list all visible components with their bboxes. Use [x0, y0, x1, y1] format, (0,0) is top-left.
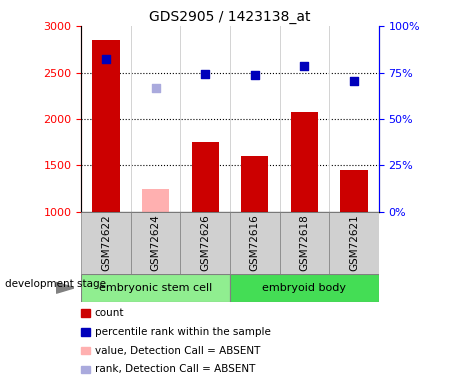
Bar [192, 142, 219, 212]
Bar [241, 156, 268, 212]
Bar [230, 212, 280, 274]
Text: GSM72618: GSM72618 [299, 214, 309, 271]
Point [152, 85, 159, 91]
Bar [92, 40, 120, 212]
Text: GSM72621: GSM72621 [349, 214, 359, 271]
Text: GSM72622: GSM72622 [101, 214, 111, 271]
Bar [81, 274, 230, 302]
Text: rank, Detection Call = ABSENT: rank, Detection Call = ABSENT [95, 364, 255, 374]
Polygon shape [56, 282, 74, 293]
Bar [291, 112, 318, 212]
Point [202, 70, 209, 76]
Point [102, 56, 110, 62]
Bar [131, 212, 180, 274]
Text: count: count [95, 308, 124, 318]
Bar [81, 212, 131, 274]
Point [301, 63, 308, 69]
Bar [230, 274, 379, 302]
Point [350, 78, 358, 84]
Bar [329, 212, 379, 274]
Text: GSM72626: GSM72626 [200, 214, 210, 271]
Bar [180, 212, 230, 274]
Text: GSM72624: GSM72624 [151, 214, 161, 271]
Text: percentile rank within the sample: percentile rank within the sample [95, 327, 271, 337]
Text: embryoid body: embryoid body [262, 283, 346, 293]
Text: value, Detection Call = ABSENT: value, Detection Call = ABSENT [95, 346, 260, 355]
Text: embryonic stem cell: embryonic stem cell [99, 283, 212, 293]
Text: development stage: development stage [5, 279, 106, 289]
Bar [341, 170, 368, 212]
Bar [280, 212, 329, 274]
Point [251, 72, 258, 78]
Text: GSM72616: GSM72616 [250, 214, 260, 271]
Title: GDS2905 / 1423138_at: GDS2905 / 1423138_at [149, 10, 311, 24]
Bar [142, 189, 169, 212]
